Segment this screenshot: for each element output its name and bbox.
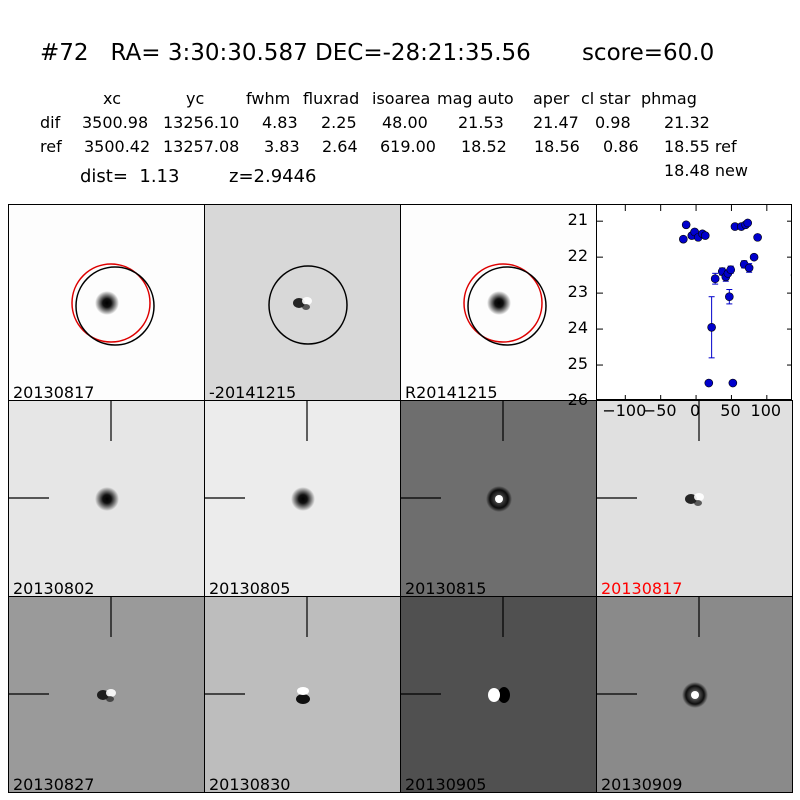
data-point [749,252,759,262]
stamp-date-label: -20141215 [209,383,297,401]
image-stamp: 20130817 [596,400,793,597]
stamp-date-label: 20130802 [13,579,95,597]
candidate-title: #72 RA= 3:30:30.587 DEC=-28:21:35.56 sco… [40,40,715,66]
image-stamp: 20130909 [596,596,793,793]
row-label-ref: ref [40,137,62,156]
image-stamp: 20130815 [400,400,597,597]
col-header-phmag: phmag [641,89,697,108]
col-header-yc: yc [186,89,205,108]
image-stamp: 20130805 [204,400,401,597]
dist-value: dist= 1.13 [80,166,180,187]
col-header-aper: aper [533,89,570,108]
data-point [725,292,734,302]
col-header-cl-star: cl star [581,89,631,108]
dif-mag-auto: 21.53 [458,113,504,132]
y-tick-label: 25 [567,354,588,374]
ref-fluxrad: 2.64 [322,137,358,156]
data-point [790,273,791,277]
data-point [707,322,716,332]
stamp-date-label: 20130909 [601,775,683,793]
y-tick-label: 23 [567,282,588,302]
dif-aper: 21.47 [533,113,579,132]
col-header-isoarea: isoarea [372,89,431,108]
ref-yc: 13257.08 [163,137,240,156]
image-stamp: 20130830 [204,596,401,793]
y-tick-label: 22 [567,246,588,266]
x-tick-label: 0 [689,401,701,420]
image-stamp: 20130817 [8,204,205,401]
x-tick-label: −100 [602,401,647,420]
ref-aper: 18.56 [534,137,580,156]
x-tick-label: 50 [720,401,741,420]
stamp-date-label: 20130805 [209,579,291,597]
stamp-date-label: 20130815 [405,579,487,597]
y-tick-label: 26 [567,390,588,409]
image-stamp: -20141215 [204,204,401,401]
image-stamp: R20141215 [400,204,597,401]
image-stamp: 20130827 [8,596,205,793]
stamp-date-label: 20130830 [209,775,291,793]
stamp-date-label: R20141215 [405,383,498,401]
ref-phmag: 18.55 ref [664,137,737,156]
stamp-date-label: 20130817 [601,579,683,597]
data-point [744,263,754,273]
stamp-date-label: 20130827 [13,775,95,793]
dif-xc: 3500.98 [82,113,149,132]
ref-cl-star: 0.86 [603,137,639,156]
row-label-dif: dif [40,113,61,132]
light-curve-plot [596,204,792,400]
dif-fwhm: 4.83 [262,113,298,132]
data-point [700,231,710,240]
image-stamp: 20130802 [8,400,205,597]
data-point [753,233,762,242]
data-point [704,378,714,388]
image-stamp: 20130905 [400,596,597,793]
data-point [728,378,738,388]
stamp-date-label: 20130905 [405,775,487,793]
col-header-mag-auto: mag auto [437,89,514,108]
dif-phmag: 21.32 [664,113,710,132]
y-tick-label: 21 [567,210,588,230]
dif-isoarea: 48.00 [382,113,428,132]
ref-mag-auto: 18.52 [461,137,507,156]
data-point [726,265,736,275]
col-header-xc: xc [103,89,121,108]
stamp-date-label: 20130817 [13,383,95,401]
ref-fwhm: 3.83 [264,137,300,156]
dif-yc: 13256.10 [163,113,240,132]
dif-cl-star: 0.98 [595,113,631,132]
x-tick-label: 100 [750,401,782,420]
dif-fluxrad: 2.25 [321,113,357,132]
data-point [679,234,688,244]
light-curve-svg [597,205,791,399]
y-tick-label: 24 [567,318,588,338]
ref-isoarea: 619.00 [380,137,436,156]
phmag-new: 18.48 new [664,161,748,180]
col-header-fluxrad: fluxrad [303,89,360,108]
redshift-value: z=2.9446 [229,166,317,187]
data-point [710,274,720,284]
x-tick-label: −50 [642,401,677,420]
ref-xc: 3500.42 [84,137,151,156]
data-point [681,220,691,230]
col-header-fwhm: fwhm [246,89,291,108]
data-point [743,218,753,228]
